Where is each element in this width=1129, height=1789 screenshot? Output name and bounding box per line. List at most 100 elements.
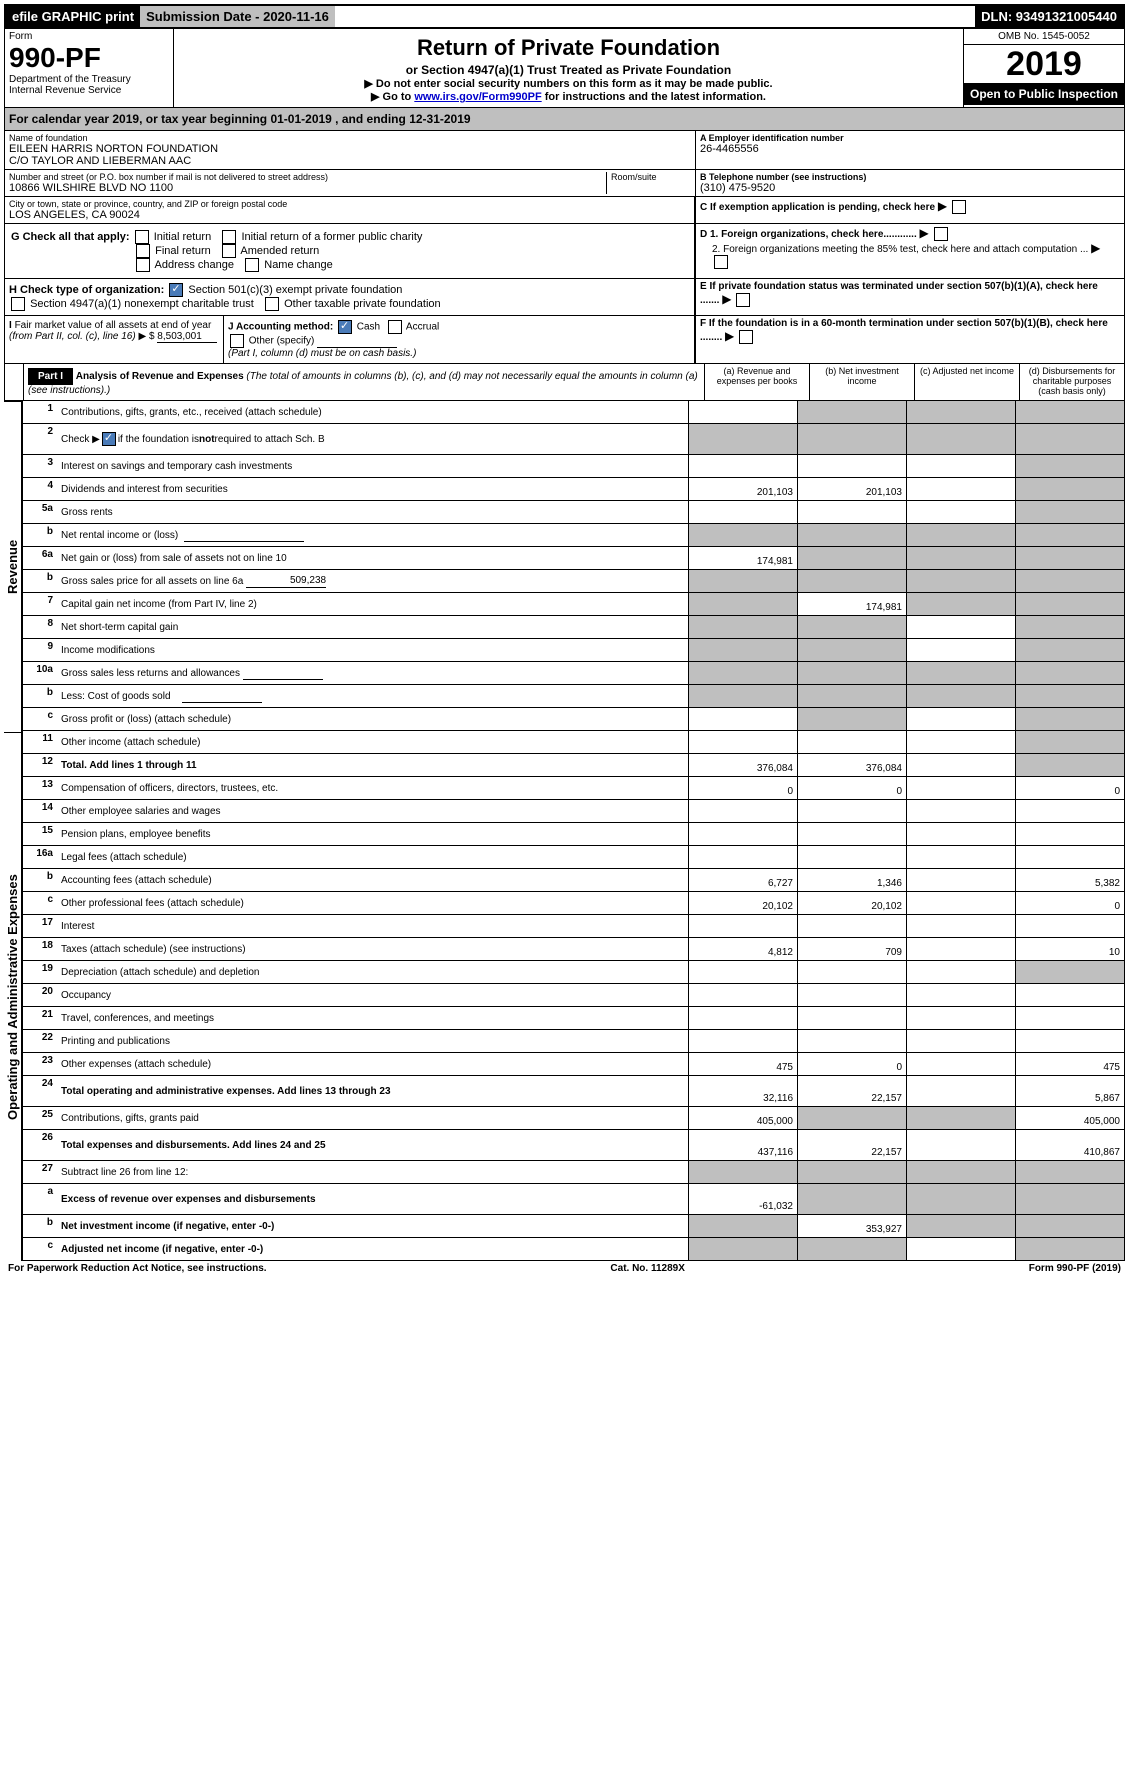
arrow-icon: ▶ [722, 292, 731, 306]
text: Gross sales less returns and allowances [61, 668, 240, 679]
line-9: 9Income modifications [22, 639, 1125, 662]
cell-c [906, 892, 1015, 914]
cell-b: 174,981 [797, 593, 906, 615]
cell-a [688, 455, 797, 477]
line-21: 21Travel, conferences, and meetings [22, 1007, 1125, 1030]
cell-c [906, 1007, 1015, 1029]
d1-checkbox[interactable] [934, 227, 948, 241]
instructions-line: ▶ Go to www.irs.gov/Form990PF for instru… [178, 90, 959, 103]
footer-mid: Cat. No. 11289X [610, 1263, 684, 1274]
d2-checkbox[interactable] [714, 255, 728, 269]
cell-c [906, 1238, 1015, 1260]
cell-c [906, 1130, 1015, 1160]
arrow-icon: ▶ [920, 226, 929, 240]
line-desc: Other expenses (attach schedule) [57, 1053, 688, 1075]
h-501c3-checkbox[interactable] [169, 283, 183, 297]
g-opt-4: Address change [155, 259, 235, 271]
expenses-side-label: Operating and Administrative Expenses [4, 732, 22, 1261]
j-other-checkbox[interactable] [230, 334, 244, 348]
j-cash-checkbox[interactable] [338, 320, 352, 334]
e-block: E If private foundation status was termi… [695, 279, 1124, 315]
cell-b [797, 662, 906, 684]
cell-d: 5,382 [1015, 869, 1124, 891]
e-checkbox[interactable] [736, 293, 750, 307]
j-accrual-checkbox[interactable] [388, 320, 402, 334]
line-4: 4Dividends and interest from securities2… [22, 478, 1125, 501]
g-name-change-checkbox[interactable] [245, 258, 259, 272]
cell-d [1015, 478, 1124, 500]
g-initial-return-checkbox[interactable] [135, 230, 149, 244]
c-checkbox[interactable] [952, 200, 966, 214]
g-address-change-checkbox[interactable] [136, 258, 150, 272]
cell-b [797, 823, 906, 845]
g-final-return-checkbox[interactable] [136, 244, 150, 258]
cell-a [688, 800, 797, 822]
part1-table: Revenue Operating and Administrative Exp… [4, 401, 1125, 1261]
spacer [335, 6, 975, 27]
phone-value: (310) 475-9520 [700, 182, 1120, 194]
ssn-warning: ▶ Do not enter social security numbers o… [178, 77, 959, 90]
g-initial-former-checkbox[interactable] [222, 230, 236, 244]
cell-c [906, 984, 1015, 1006]
g-label: G Check all that apply: [11, 231, 130, 243]
line-no: 11 [23, 731, 57, 753]
h-4947-checkbox[interactable] [11, 297, 25, 311]
line-16b: bAccounting fees (attach schedule)6,7271… [22, 869, 1125, 892]
cell-d [1015, 846, 1124, 868]
cell-d [1015, 424, 1124, 454]
efile-label[interactable]: efile GRAPHIC print [6, 6, 140, 27]
entity-row-1: Name of foundation EILEEN HARRIS NORTON … [4, 131, 1125, 170]
line-desc: Income modifications [57, 639, 688, 661]
line-desc: Less: Cost of goods sold [57, 685, 688, 707]
cell-b [797, 455, 906, 477]
cell-d [1015, 800, 1124, 822]
note2-post: for instructions and the latest informat… [542, 91, 766, 103]
cell-d [1015, 915, 1124, 937]
f-checkbox[interactable] [739, 330, 753, 344]
line-no: a [23, 1184, 57, 1214]
part1-title-block: Part I Analysis of Revenue and Expenses … [24, 364, 704, 400]
line-11: 11Other income (attach schedule) [22, 731, 1125, 754]
e-label: E If private foundation status was termi… [700, 281, 1098, 306]
inline-input[interactable] [243, 667, 323, 680]
foundation-name-1: EILEEN HARRIS NORTON FOUNDATION [9, 143, 691, 155]
cell-a [688, 401, 797, 423]
inline-input[interactable] [182, 690, 262, 703]
note2-pre: ▶ Go to [371, 91, 414, 103]
line-no: 5a [23, 501, 57, 523]
inline-input[interactable] [184, 529, 304, 542]
line-no: c [23, 892, 57, 914]
cell-c [906, 708, 1015, 730]
text: Gross sales price for all assets on line… [61, 576, 243, 587]
j-other-input[interactable] [317, 335, 397, 348]
cell-b [797, 424, 906, 454]
line-desc: Excess of revenue over expenses and disb… [57, 1184, 688, 1214]
cell-a: 4,812 [688, 938, 797, 960]
j-other: Other (specify) [249, 336, 315, 347]
line-desc: Gross rents [57, 501, 688, 523]
cell-a [688, 662, 797, 684]
line-desc: Net short-term capital gain [57, 616, 688, 638]
line-no: 17 [23, 915, 57, 937]
cal-end: 12-31-2019 [409, 112, 470, 126]
cell-d [1015, 708, 1124, 730]
form-subtitle: or Section 4947(a)(1) Trust Treated as P… [178, 63, 959, 77]
instructions-link[interactable]: www.irs.gov/Form990PF [414, 91, 541, 103]
line-desc: Contributions, gifts, grants paid [57, 1107, 688, 1129]
part1-badge: Part I [28, 368, 73, 385]
cell-b [797, 1107, 906, 1129]
line-no: 23 [23, 1053, 57, 1075]
address-block: Number and street (or P.O. box number if… [5, 170, 696, 196]
top-bar: efile GRAPHIC print Submission Date - 20… [4, 4, 1125, 29]
g-amended-checkbox[interactable] [222, 244, 236, 258]
sch-b-checkbox[interactable] [102, 432, 116, 446]
line-no: 13 [23, 777, 57, 799]
line-16a: 16aLegal fees (attach schedule) [22, 846, 1125, 869]
h-other-checkbox[interactable] [265, 297, 279, 311]
dln: DLN: 93491321005440 [975, 6, 1123, 27]
side-labels: Revenue Operating and Administrative Exp… [4, 401, 22, 1261]
j-cash: Cash [357, 322, 380, 333]
entity-row-2: Number and street (or P.O. box number if… [4, 170, 1125, 197]
cell-a [688, 593, 797, 615]
cell-a [688, 984, 797, 1006]
